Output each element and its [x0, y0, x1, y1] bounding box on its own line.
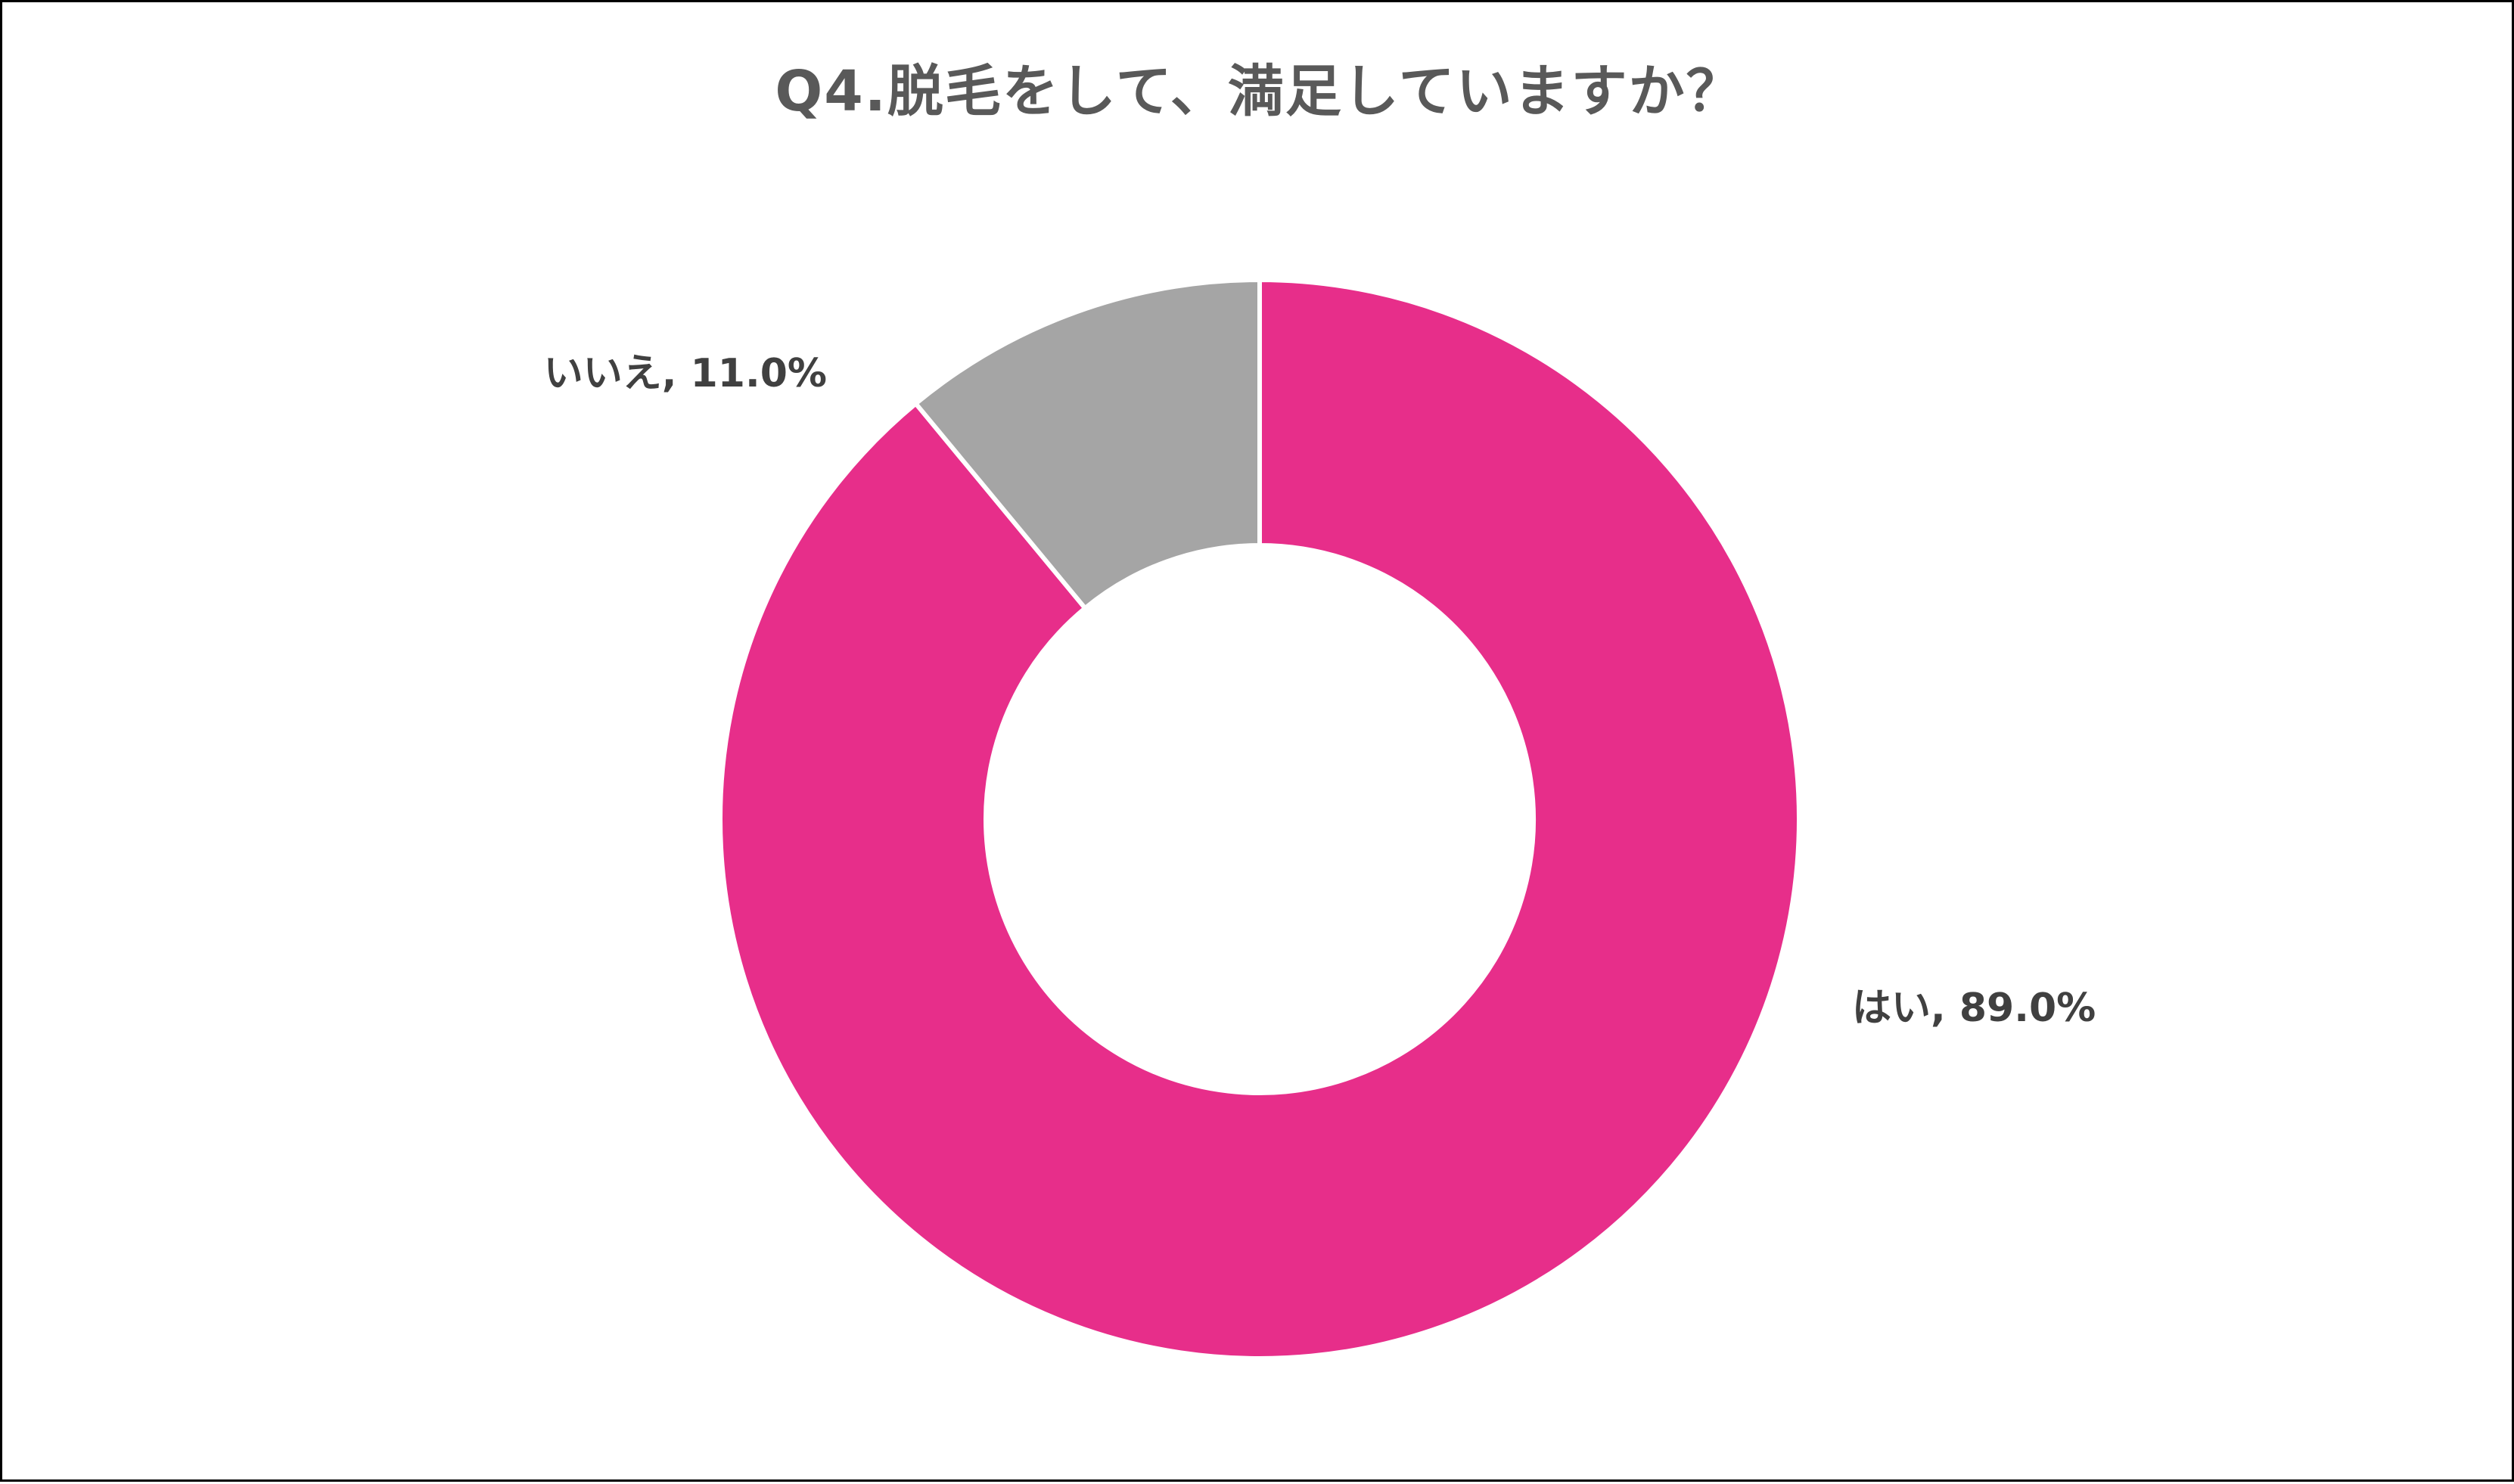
data-label-no: いいえ, 11.0% — [544, 351, 827, 396]
data-label-yes: はい, 89.0% — [1852, 986, 2096, 1031]
slice-no — [912, 277, 1262, 612]
chart-title: Q4.脱毛をして、満足していますか？ — [775, 59, 1744, 124]
slice-yes — [718, 277, 1801, 1361]
